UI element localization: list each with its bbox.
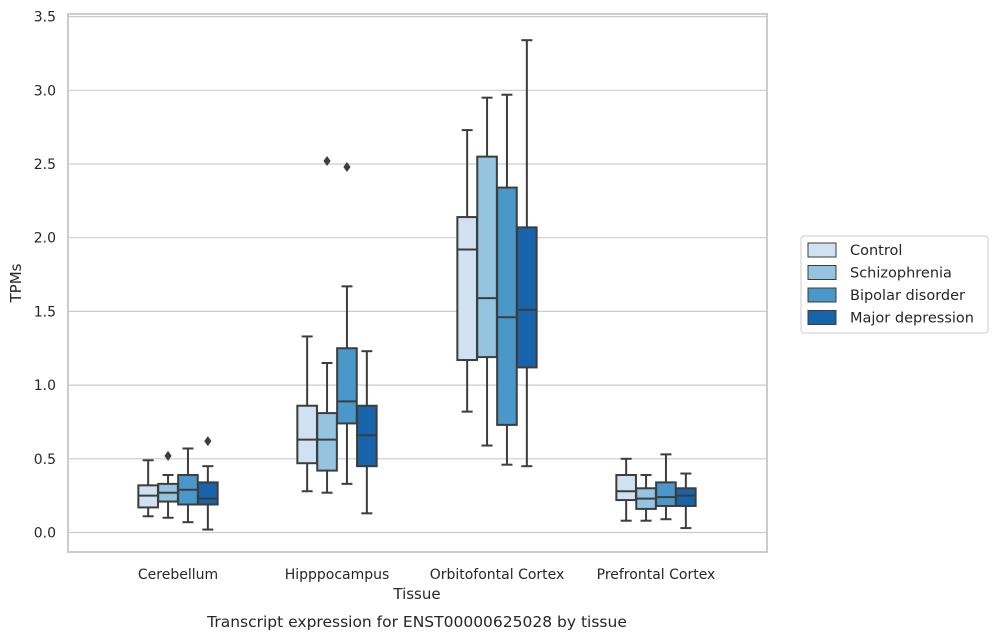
iqr-box [516, 226, 538, 369]
outlier-point [343, 161, 351, 172]
legend-label: Control [850, 243, 902, 259]
iqr-box [316, 412, 338, 472]
legend-swatch [807, 287, 837, 303]
box-bipolar-disorder-1 [336, 161, 358, 485]
box-schizophrenia-3 [635, 474, 657, 522]
y-axis-ticks: 0.0 0.5 1.0 1.5 2.0 2.5 3.0 3.5 [34, 10, 56, 542]
x-tick-label: Hipppocampus [285, 567, 390, 583]
box-bipolar-disorder-0 [177, 447, 199, 524]
y-tick-label: 0.0 [34, 526, 56, 542]
x-tick-label: Orbitofontal Cortex [430, 567, 565, 583]
iqr-box [197, 481, 219, 506]
iqr-box [476, 155, 498, 359]
iqr-box [456, 216, 478, 362]
box-schizophrenia-0 [157, 450, 179, 519]
y-tick-label: 2.0 [34, 231, 56, 247]
iqr-box [336, 347, 358, 425]
legend-swatch [807, 265, 837, 280]
chart-caption: Transcript expression for ENST0000062502… [206, 613, 627, 631]
iqr-box [615, 474, 637, 502]
grid-lines [68, 16, 767, 534]
box-control-1 [296, 335, 318, 493]
x-tick-label: Cerebellum [138, 567, 218, 583]
legend-swatch [807, 242, 837, 258]
outlier-point [204, 436, 212, 447]
y-axis-label: TPMs [7, 263, 25, 303]
x-axis-label: Tissue [392, 585, 440, 603]
outlier-point [323, 156, 331, 167]
y-tick-label: 1.0 [34, 378, 56, 394]
x-tick-label: Prefrontal Cortex [597, 567, 716, 583]
iqr-box [496, 186, 518, 426]
box-major-depression-0 [197, 436, 219, 531]
box-series [137, 39, 697, 531]
legend-label: Bipolar disorder [850, 288, 965, 304]
legend-label: Schizophrenia [850, 266, 952, 282]
box-major-depression-1 [356, 350, 378, 515]
y-tick-label: 1.5 [34, 304, 56, 320]
legend-label: Major depression [850, 311, 974, 327]
iqr-box [296, 404, 318, 465]
outlier-point [164, 450, 172, 461]
box-bipolar-disorder-2 [496, 93, 518, 466]
legend-swatch [807, 310, 837, 325]
iqr-box [675, 487, 697, 507]
box-control-3 [615, 457, 637, 522]
y-tick-label: 2.5 [34, 157, 56, 173]
box-control-2 [456, 129, 478, 413]
legend-frame [800, 235, 989, 334]
plot-area-frame [67, 13, 768, 553]
iqr-box [655, 481, 677, 507]
box-bipolar-disorder-3 [655, 453, 677, 521]
y-tick-label: 0.5 [34, 452, 56, 468]
box-major-depression-3 [675, 472, 697, 530]
box-major-depression-2 [516, 39, 538, 468]
x-axis-ticks: Cerebellum Hipppocampus Orbitofontal Corte… [138, 567, 715, 583]
legend: Control Schizophrenia Bipolar disorder Majo… [800, 235, 989, 334]
y-tick-label: 3.5 [34, 10, 56, 26]
box-control-0 [137, 459, 159, 518]
box-schizophrenia-2 [476, 96, 498, 447]
box-schizophrenia-1 [316, 156, 338, 494]
y-tick-label: 3.0 [34, 83, 56, 99]
